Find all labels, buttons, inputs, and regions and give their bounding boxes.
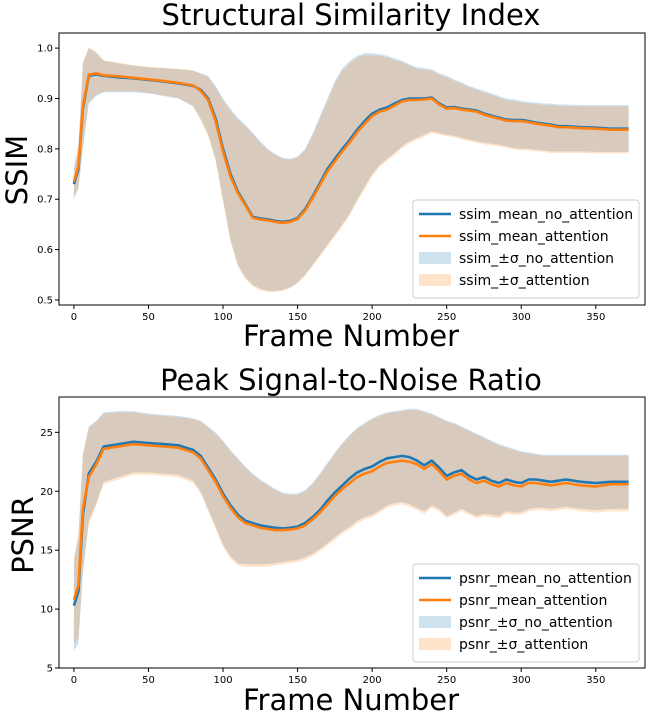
x-tick-label: 200: [363, 312, 382, 323]
y-tick-label: 15: [40, 546, 53, 557]
legend: psnr_mean_no_attention psnr_mean_attentio…: [412, 563, 640, 663]
legend-box: [412, 563, 640, 663]
legend-swatch: [419, 616, 451, 628]
legend-label: psnr_mean_no_attention: [459, 571, 632, 587]
x-tick-label: 150: [288, 312, 307, 323]
chart-title: Peak Signal-to-Noise Ratio: [160, 363, 542, 397]
legend-label: ssim_±σ_no_attention: [459, 251, 614, 267]
legend-label: ssim_±σ_attention: [459, 273, 590, 289]
legend-swatch: [419, 638, 451, 650]
x-tick-label: 0: [71, 312, 77, 323]
y-tick-label: 0.6: [37, 245, 53, 256]
ssim-chart: Structural Similarity Index Frame Number…: [0, 0, 646, 353]
y-axis-label: PSNR: [6, 496, 40, 574]
legend-label: ssim_mean_attention: [459, 229, 609, 245]
x-tick-label: 250: [437, 312, 456, 323]
x-tick-label: 100: [213, 312, 232, 323]
x-tick-label: 50: [142, 675, 155, 686]
legend-swatch: [419, 252, 451, 264]
x-axis-label: Frame Number: [243, 683, 459, 717]
chart-title: Structural Similarity Index: [162, 0, 541, 32]
x-tick-label: 350: [586, 312, 605, 323]
line-psnr_mean_attention: [72, 442, 629, 601]
psnr-chart: Peak Signal-to-Noise Ratio Frame Number …: [6, 363, 646, 717]
y-tick-label: 0.5: [37, 295, 53, 306]
legend-label: psnr_±σ_no_attention: [459, 615, 613, 631]
legend-box: [412, 199, 640, 299]
y-tick-label: 0.7: [37, 195, 53, 206]
x-tick-label: 50: [142, 312, 155, 323]
y-tick-label: 5: [47, 664, 53, 675]
band-psnr__no_attention: [73, 408, 629, 651]
plot-frame: [58, 32, 646, 306]
y-tick-label: 25: [40, 428, 53, 439]
x-tick-label: 350: [586, 675, 605, 686]
y-tick-label: 10: [40, 605, 53, 616]
plot-frame: [58, 396, 646, 669]
x-tick-label: 300: [512, 675, 531, 686]
x-tick-label: 150: [288, 675, 307, 686]
y-tick-label: 20: [40, 487, 53, 498]
line-psnr_mean_no_attention: [72, 440, 629, 606]
band-psnr__attention: [73, 410, 629, 645]
legend: ssim_mean_no_attention ssim_mean_attentio…: [412, 199, 640, 299]
x-tick-label: 200: [363, 675, 382, 686]
legend-label: psnr_mean_attention: [459, 593, 607, 609]
y-tick-label: 0.9: [37, 94, 53, 105]
x-axis-label: Frame Number: [243, 319, 459, 353]
y-tick-label: 0.8: [37, 144, 53, 155]
legend-swatch: [419, 274, 451, 286]
x-tick-label: 250: [437, 675, 456, 686]
line-ssim_mean_attention: [72, 72, 629, 225]
y-axis-label: SSIM: [0, 135, 34, 205]
x-tick-label: 100: [213, 675, 232, 686]
y-tick-label: 1.0: [37, 44, 53, 55]
legend-label: ssim_mean_no_attention: [459, 207, 633, 223]
legend-label: psnr_±σ_attention: [459, 637, 588, 653]
x-tick-label: 0: [71, 675, 77, 686]
x-tick-label: 300: [512, 312, 531, 323]
